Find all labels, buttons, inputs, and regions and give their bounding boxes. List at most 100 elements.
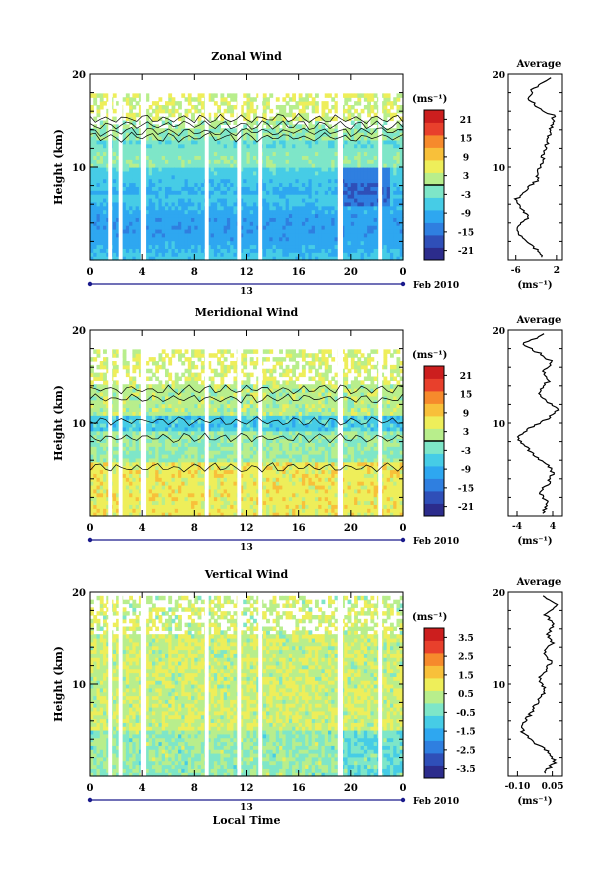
heatmap-cell <box>288 248 293 253</box>
heatmap-cell <box>132 430 137 436</box>
heatmap-cell <box>129 209 133 215</box>
heatmap-cell <box>275 163 280 168</box>
heatmap-cell <box>298 93 303 98</box>
heatmap-cell <box>135 364 140 370</box>
heatmap-cell <box>171 457 176 463</box>
heatmap-cell <box>386 151 391 156</box>
heatmap-cell <box>151 423 156 428</box>
heatmap-cell <box>93 407 98 412</box>
heatmap-cell <box>129 477 133 482</box>
heatmap-cell <box>350 174 355 180</box>
heatmap-cell <box>363 105 368 110</box>
heatmap-cell <box>106 485 111 490</box>
heatmap-cell <box>122 481 127 486</box>
heatmap-cell <box>272 217 277 222</box>
heatmap-cell <box>168 194 173 199</box>
heatmap-cell <box>389 163 394 168</box>
heatmap-cell <box>334 256 339 261</box>
heatmap-cell <box>103 392 107 397</box>
heatmap-cell <box>350 217 355 222</box>
heatmap-cell <box>363 221 368 226</box>
heatmap-cell <box>396 182 401 187</box>
heatmap-cell <box>328 116 332 122</box>
heatmap-cell <box>393 205 398 211</box>
heatmap-cell <box>164 465 169 471</box>
heatmap-cell <box>164 380 169 385</box>
heatmap-cell <box>171 205 176 211</box>
heatmap-cell <box>269 151 274 156</box>
heatmap-cell <box>181 461 186 467</box>
heatmap-cell <box>383 248 388 253</box>
colorbar-tick-label: -3 <box>461 191 471 201</box>
heatmap-cell <box>99 201 104 207</box>
heatmap-cell <box>314 201 319 207</box>
heatmap-cell <box>253 128 257 133</box>
heatmap-cell <box>129 430 133 436</box>
heatmap-cell <box>210 132 215 137</box>
heatmap-cell <box>145 426 150 432</box>
heatmap-cell <box>168 190 173 195</box>
heatmap-cell <box>213 112 218 118</box>
heatmap-cell <box>151 143 156 149</box>
heatmap-cell <box>334 167 339 172</box>
heatmap-cell <box>148 167 153 172</box>
heatmap-cell <box>223 217 228 222</box>
heatmap-cell <box>249 143 254 149</box>
heatmap-cell <box>243 248 248 253</box>
heatmap-cell <box>184 500 189 505</box>
heatmap-cell <box>256 124 261 129</box>
heatmap-cell <box>279 147 283 153</box>
heatmap-cell <box>288 143 293 149</box>
heatmap-cell <box>197 201 202 207</box>
heatmap-cell <box>363 201 368 207</box>
heatmap-cell <box>233 132 238 137</box>
heatmap-cell <box>373 112 378 118</box>
heatmap-cell <box>148 469 153 474</box>
heatmap-cell <box>125 116 130 122</box>
heatmap-cell <box>93 395 98 401</box>
heatmap-cell <box>145 388 150 393</box>
heatmap-cell <box>220 244 225 249</box>
heatmap-cell <box>253 252 257 257</box>
heatmap-cell <box>298 108 303 114</box>
heatmap-cell <box>282 136 287 141</box>
heatmap-cell <box>112 229 117 234</box>
heatmap-cell <box>187 240 192 246</box>
heatmap-cell <box>200 225 205 230</box>
heatmap-cell <box>298 190 303 195</box>
heatmap-cell <box>125 500 130 505</box>
heatmap-cell <box>158 139 163 145</box>
heatmap-cell <box>207 225 212 230</box>
heatmap-cell <box>161 361 166 366</box>
heatmap-cell <box>314 163 319 168</box>
heatmap-cell <box>279 240 283 246</box>
heatmap-cell <box>158 236 163 242</box>
heatmap-cell <box>396 232 401 238</box>
heatmap-cell <box>393 198 398 203</box>
heatmap-cell <box>155 205 160 211</box>
heatmap-cell <box>292 201 297 207</box>
heatmap-cell <box>145 450 150 455</box>
heatmap-cell <box>148 473 153 478</box>
heatmap-cell <box>285 221 290 226</box>
heatmap-cell <box>184 217 189 222</box>
heatmap-cell <box>383 147 388 153</box>
heatmap-cell <box>266 101 270 106</box>
heatmap-cell <box>256 205 261 211</box>
heatmap-cell <box>367 236 371 242</box>
heatmap-cell <box>138 143 143 149</box>
heatmap-cell <box>96 147 101 153</box>
heatmap-cell <box>125 469 130 474</box>
heatmap-cell <box>116 213 120 218</box>
heatmap-cell <box>145 508 150 513</box>
heatmap-cell <box>305 101 310 106</box>
heatmap-cell <box>354 128 358 133</box>
heatmap-cell <box>243 190 248 195</box>
heatmap-cell <box>308 143 313 149</box>
heatmap-cell <box>220 190 225 195</box>
heatmap-cell <box>93 442 98 447</box>
heatmap-cell <box>243 221 248 226</box>
heatmap-cell <box>279 155 283 160</box>
heatmap-cell <box>116 403 120 409</box>
heatmap-cell <box>288 232 293 238</box>
